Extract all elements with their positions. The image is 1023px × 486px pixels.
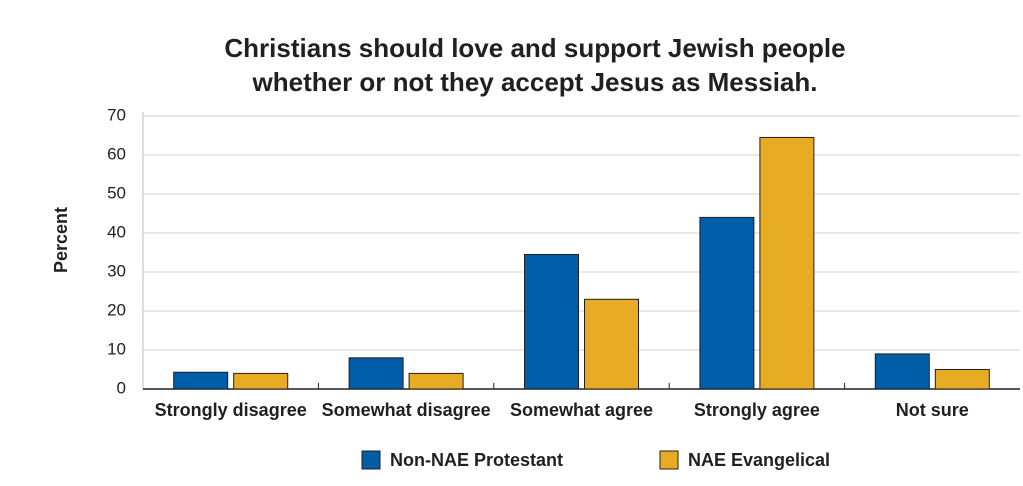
- legend-label: Non-NAE Protestant: [390, 450, 563, 470]
- x-tick-label: Somewhat disagree: [322, 400, 491, 420]
- y-tick-label: 60: [107, 144, 126, 163]
- legend-swatch: [659, 450, 679, 470]
- y-axis-label: Percent: [51, 207, 71, 273]
- y-tick-label: 70: [107, 105, 126, 124]
- y-tick-label: 10: [107, 339, 126, 358]
- chart-title: Christians should love and support Jewis…: [224, 33, 845, 63]
- y-tick-label: 0: [117, 378, 126, 397]
- bar: [699, 216, 755, 390]
- bar: [524, 253, 579, 390]
- bar: [934, 369, 990, 390]
- x-tick-label: Strongly disagree: [155, 400, 307, 420]
- legend-label: NAE Evangelical: [688, 450, 830, 470]
- bar: [408, 372, 464, 390]
- x-tick-label: Strongly agree: [694, 400, 820, 420]
- x-tick-label: Somewhat agree: [510, 400, 653, 420]
- x-tick-label: Not sure: [896, 400, 969, 420]
- y-tick-label: 40: [107, 222, 126, 241]
- y-tick-label: 50: [107, 183, 126, 202]
- bar: [584, 298, 639, 390]
- bar: [233, 372, 289, 390]
- bar: [173, 371, 229, 390]
- y-tick-label: 20: [107, 300, 126, 319]
- bar: [759, 136, 815, 390]
- chart-title: whether or not they accept Jesus as Mess…: [252, 67, 818, 97]
- legend-swatch: [361, 450, 381, 470]
- y-tick-label: 30: [107, 261, 126, 280]
- bar: [348, 357, 404, 390]
- bar: [874, 353, 930, 390]
